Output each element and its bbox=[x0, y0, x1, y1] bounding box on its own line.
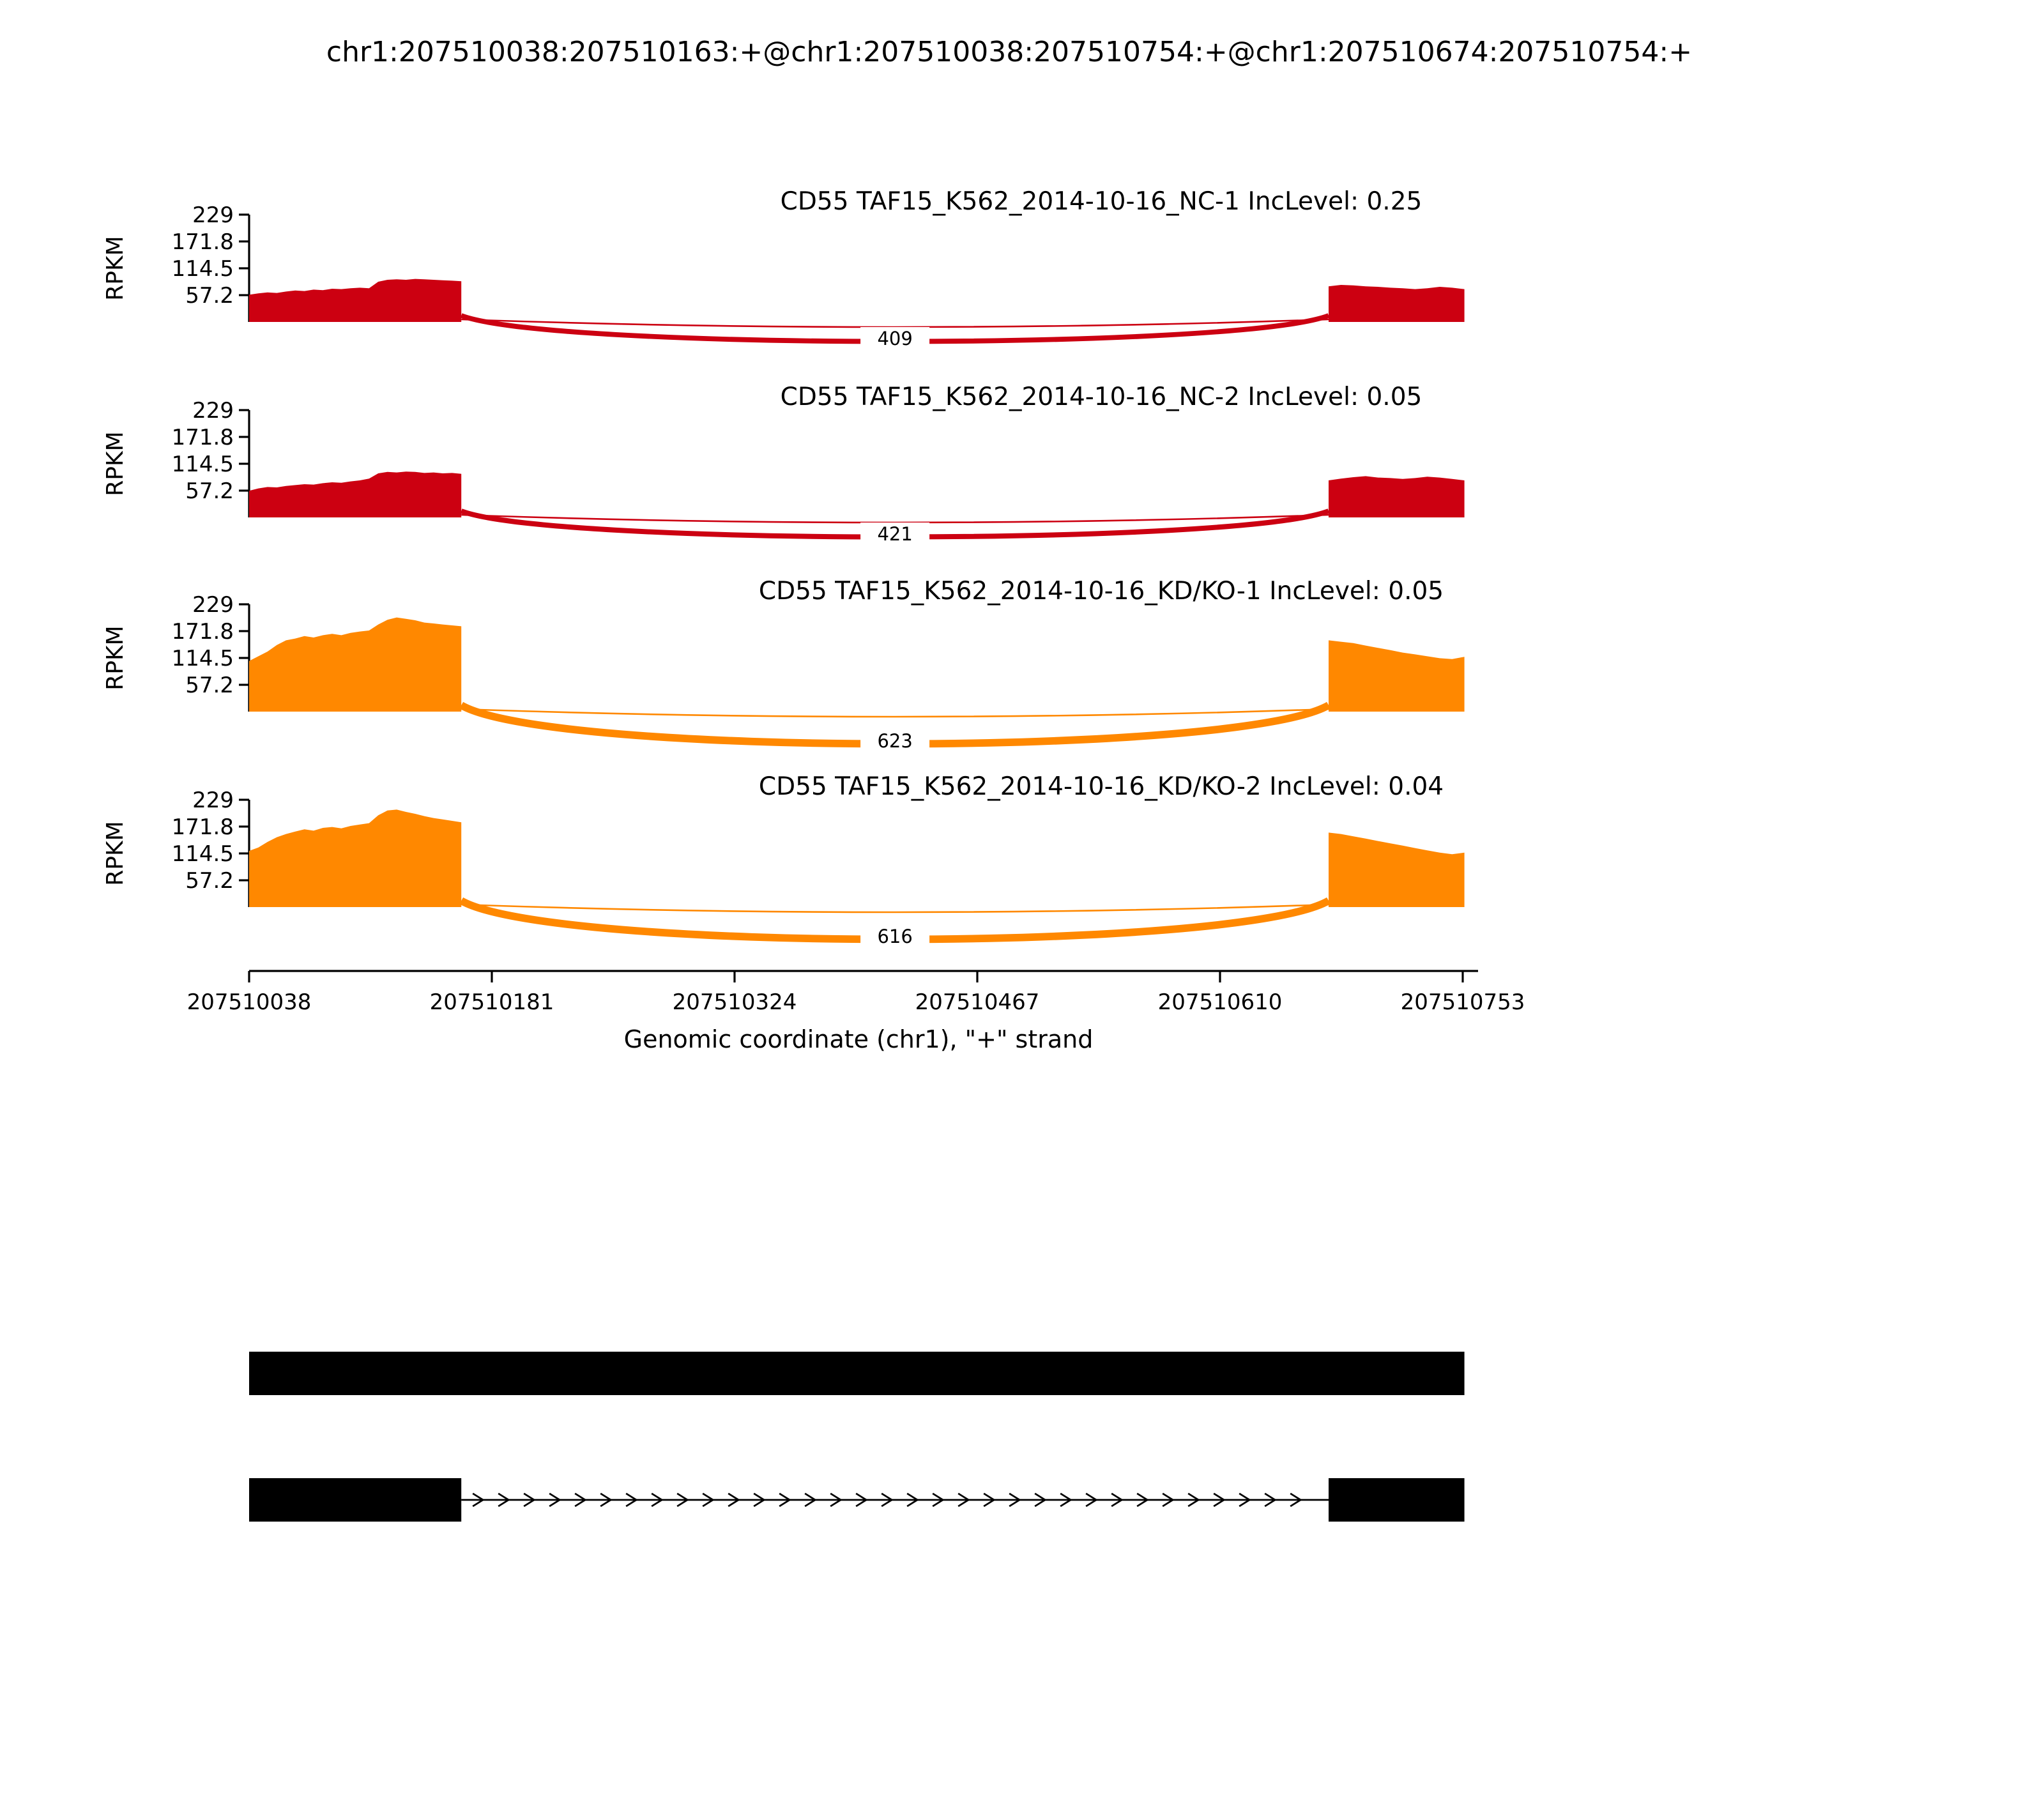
y-axis-title: RPKM bbox=[102, 236, 128, 300]
y-tick-label: 57.2 bbox=[185, 673, 234, 698]
track-title: CD55 TAF15_K562_2014-10-16_KD/KO-2 IncLe… bbox=[759, 772, 1444, 801]
strand-arrow bbox=[1009, 1492, 1021, 1508]
junction-count: 409 bbox=[877, 328, 912, 349]
y-tick-label: 57.2 bbox=[185, 868, 234, 894]
coverage-right-exon bbox=[1329, 285, 1465, 322]
strand-arrow bbox=[1085, 1492, 1098, 1508]
x-tick-label: 207510610 bbox=[1158, 989, 1283, 1015]
coverage-right-exon bbox=[1329, 476, 1465, 517]
junction-arc-minor bbox=[461, 708, 1329, 718]
strand-arrow bbox=[523, 1492, 536, 1508]
y-tick-label: 171.8 bbox=[172, 814, 234, 840]
strand-arrow bbox=[1213, 1492, 1226, 1508]
strand-arrow bbox=[855, 1492, 868, 1508]
y-tick-label: 57.2 bbox=[185, 283, 234, 309]
x-tick-label: 207510181 bbox=[430, 989, 554, 1015]
strand-arrow bbox=[804, 1492, 817, 1508]
y-tick-label: 229 bbox=[192, 592, 234, 618]
strand-arrow bbox=[625, 1492, 638, 1508]
coverage-left-exon bbox=[249, 279, 462, 322]
coverage-right-exon bbox=[1329, 832, 1465, 907]
x-tick-label: 207510324 bbox=[673, 989, 797, 1015]
strand-arrow bbox=[728, 1492, 740, 1508]
track-title: CD55 TAF15_K562_2014-10-16_NC-1 IncLevel… bbox=[781, 187, 1422, 216]
strand-arrow bbox=[1264, 1492, 1277, 1508]
strand-arrow bbox=[549, 1492, 561, 1508]
y-axis-title: RPKM bbox=[102, 821, 128, 885]
strand-arrow bbox=[1136, 1492, 1149, 1508]
strand-arrow bbox=[957, 1492, 970, 1508]
track-1: CD55 TAF15_K562_2014-10-16_NC-1 IncLevel… bbox=[102, 187, 1465, 349]
strand-arrow bbox=[779, 1492, 791, 1508]
junction-count-bg bbox=[860, 729, 930, 751]
junction-arc-minor bbox=[461, 903, 1329, 913]
exon-block bbox=[1329, 1478, 1465, 1522]
strand-arrow bbox=[932, 1492, 945, 1508]
x-tick-label: 207510038 bbox=[187, 989, 312, 1015]
y-tick-label: 114.5 bbox=[172, 841, 234, 867]
y-tick-label: 229 bbox=[192, 788, 234, 813]
strand-arrow bbox=[983, 1492, 996, 1508]
strand-arrow bbox=[1187, 1492, 1200, 1508]
y-axis-title: RPKM bbox=[102, 625, 128, 690]
track-2: CD55 TAF15_K562_2014-10-16_NC-2 IncLevel… bbox=[102, 383, 1465, 545]
strand-arrow bbox=[906, 1492, 919, 1508]
y-axis-title: RPKM bbox=[102, 431, 128, 496]
strand-arrow bbox=[1290, 1492, 1302, 1508]
isoform-2 bbox=[249, 1478, 1465, 1522]
strand-arrow bbox=[1060, 1492, 1072, 1508]
strand-arrow bbox=[498, 1492, 510, 1508]
junction-count-bg bbox=[860, 523, 930, 544]
strand-arrow bbox=[1034, 1492, 1047, 1508]
y-tick-label: 171.8 bbox=[172, 619, 234, 645]
strand-arrow bbox=[651, 1492, 664, 1508]
y-tick-label: 57.2 bbox=[185, 478, 234, 504]
strand-arrow bbox=[881, 1492, 894, 1508]
strand-arrow bbox=[830, 1492, 843, 1508]
y-tick-label: 229 bbox=[192, 398, 234, 424]
junction-arc-minor bbox=[461, 514, 1329, 524]
figure-title: chr1:207510038:207510163:+@chr1:20751003… bbox=[326, 36, 1692, 68]
strand-arrow bbox=[1162, 1492, 1175, 1508]
x-axis: 207510038 207510181 207510324 207510467 2075… bbox=[187, 970, 1525, 1015]
junction-count-bg bbox=[860, 327, 930, 349]
x-tick-label: 207510467 bbox=[915, 989, 1040, 1015]
junction-arc-minor bbox=[461, 318, 1329, 328]
x-tick-label: 207510753 bbox=[1401, 989, 1525, 1015]
x-axis-label: Genomic coordinate (chr1), "+" strand bbox=[624, 1025, 1094, 1053]
gene-annotation bbox=[249, 1352, 1465, 1522]
tracks-group: CD55 TAF15_K562_2014-10-16_NC-1 IncLevel… bbox=[102, 187, 1465, 947]
junction-count-bg bbox=[860, 925, 930, 947]
track-4: CD55 TAF15_K562_2014-10-16_KD/KO-2 IncLe… bbox=[102, 772, 1465, 947]
exon-block bbox=[249, 1352, 1465, 1395]
y-tick-label: 114.5 bbox=[172, 452, 234, 477]
coverage-right-exon bbox=[1329, 640, 1465, 712]
track-title: CD55 TAF15_K562_2014-10-16_KD/KO-1 IncLe… bbox=[759, 577, 1444, 606]
strand-arrow bbox=[753, 1492, 766, 1508]
y-tick-label: 171.8 bbox=[172, 229, 234, 255]
track-3: CD55 TAF15_K562_2014-10-16_KD/KO-1 IncLe… bbox=[102, 577, 1465, 752]
track-title: CD55 TAF15_K562_2014-10-16_NC-2 IncLevel… bbox=[781, 383, 1422, 411]
junction-count: 623 bbox=[877, 730, 912, 752]
strand-arrow bbox=[1239, 1492, 1251, 1508]
isoform-1 bbox=[249, 1352, 1465, 1395]
junction-count: 616 bbox=[877, 926, 912, 947]
coverage-left-exon bbox=[249, 809, 462, 907]
y-tick-label: 114.5 bbox=[172, 256, 234, 282]
y-tick-label: 114.5 bbox=[172, 646, 234, 671]
y-tick-label: 171.8 bbox=[172, 425, 234, 450]
strand-arrow bbox=[472, 1492, 485, 1508]
strand-arrow bbox=[702, 1492, 715, 1508]
strand-arrow bbox=[574, 1492, 587, 1508]
coverage-left-exon bbox=[249, 617, 462, 712]
strand-arrow bbox=[600, 1492, 613, 1508]
strand-arrow bbox=[1111, 1492, 1124, 1508]
y-tick-label: 229 bbox=[192, 202, 234, 228]
strand-arrow bbox=[676, 1492, 689, 1508]
coverage-left-exon bbox=[249, 471, 462, 517]
exon-block bbox=[249, 1478, 462, 1522]
junction-count: 421 bbox=[877, 523, 912, 545]
